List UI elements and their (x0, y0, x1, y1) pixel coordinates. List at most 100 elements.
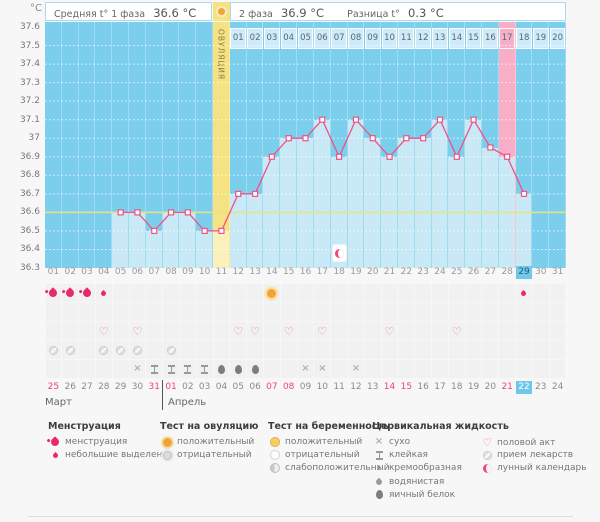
cervical-cell-day-31[interactable] (549, 360, 566, 378)
data-point-day-12[interactable] (235, 190, 242, 197)
intercourse-cell-day-16[interactable] (297, 322, 314, 340)
intercourse-cell-day-01[interactable] (45, 322, 62, 340)
data-point-day-07[interactable] (151, 227, 158, 235)
menstruation-cell-day-06[interactable] (129, 284, 146, 302)
day-label-30[interactable]: 30 (535, 267, 547, 277)
medication-cell-day-03[interactable] (79, 341, 95, 359)
cervical-cell-day-07[interactable] (146, 360, 163, 378)
day-label-10[interactable]: 10 (198, 267, 211, 277)
chart-column-day-31[interactable] (549, 22, 566, 268)
data-point-day-05[interactable] (117, 209, 124, 216)
pregnancy_test-cell-day-05[interactable] (112, 303, 129, 321)
medication-cell-day-29[interactable] (516, 341, 532, 359)
cervical-cell-day-10[interactable] (196, 360, 213, 378)
pregnancy_test-cell-day-22[interactable] (398, 303, 415, 321)
medication-cell-day-22[interactable] (398, 341, 415, 359)
medication-cell-day-18[interactable] (331, 341, 347, 359)
intercourse-cell-day-06[interactable]: ♡ (129, 322, 146, 340)
chart-column-day-06[interactable] (129, 22, 146, 268)
intercourse-cell-day-08[interactable] (163, 322, 179, 340)
day-label-20[interactable]: 20 (366, 267, 379, 277)
medication-cell-day-13[interactable] (247, 341, 263, 359)
day-label-07[interactable]: 07 (148, 267, 160, 277)
menstruation-cell-day-09[interactable] (179, 284, 196, 302)
data-point-day-18[interactable] (336, 153, 343, 160)
data-point-day-09[interactable] (184, 209, 191, 216)
pregnancy_test-cell-day-01[interactable] (45, 303, 62, 321)
pregnancy_test-cell-day-19[interactable] (348, 303, 364, 321)
intercourse-cell-day-09[interactable] (179, 322, 196, 340)
intercourse-cell-day-23[interactable] (415, 322, 432, 340)
pregnancy_test-cell-day-03[interactable] (79, 303, 95, 321)
intercourse-cell-day-11[interactable] (213, 322, 230, 340)
menstruation-cell-day-26[interactable] (465, 284, 482, 302)
menstruation-cell-day-24[interactable] (432, 284, 448, 302)
cervical-cell-day-13[interactable] (247, 360, 263, 378)
day-label-21[interactable]: 21 (383, 267, 396, 277)
medication-cell-day-21[interactable] (381, 341, 398, 359)
pregnancy_test-cell-day-24[interactable] (432, 303, 448, 321)
intercourse-cell-day-05[interactable] (112, 322, 129, 340)
chart-column-day-02[interactable] (61, 22, 79, 268)
medication-cell-day-02[interactable] (62, 341, 79, 359)
pregnancy_test-cell-day-17[interactable] (314, 303, 331, 321)
data-point-day-06[interactable] (134, 209, 141, 216)
menstruation-cell-day-16[interactable] (297, 284, 314, 302)
medication-cell-day-09[interactable] (179, 341, 196, 359)
cervical-cell-day-25[interactable] (448, 360, 465, 378)
cervical-cell-day-22[interactable] (398, 360, 415, 378)
medication-cell-day-27[interactable] (482, 341, 499, 359)
medication-cell-day-11[interactable] (213, 341, 230, 359)
cervical-cell-day-28[interactable] (499, 360, 516, 378)
chart-column-day-16[interactable] (297, 22, 314, 268)
menstruation-cell-day-28[interactable] (499, 284, 516, 302)
intercourse-cell-day-22[interactable] (398, 322, 415, 340)
intercourse-cell-day-31[interactable] (549, 322, 566, 340)
data-point-day-17[interactable] (319, 116, 326, 123)
cervical-cell-day-01[interactable] (45, 360, 62, 378)
day-label-29[interactable]: 29 (515, 266, 533, 279)
pregnancy_test-cell-day-30[interactable] (532, 303, 549, 321)
data-point-day-22[interactable] (403, 135, 410, 142)
cervical-cell-day-24[interactable] (432, 360, 448, 378)
day-label-11[interactable]: 11 (215, 267, 228, 277)
menstruation-cell-day-11[interactable] (213, 284, 230, 302)
menstruation-cell-day-12[interactable] (230, 284, 247, 302)
medication-cell-day-31[interactable] (549, 341, 566, 359)
menstruation-cell-day-15[interactable] (280, 284, 297, 302)
intercourse-cell-day-19[interactable] (348, 322, 364, 340)
chart-column-day-20[interactable] (364, 22, 382, 268)
intercourse-cell-day-21[interactable]: ♡ (381, 322, 398, 340)
day-label-05[interactable]: 05 (114, 267, 127, 277)
pregnancy_test-cell-day-08[interactable] (163, 303, 179, 321)
day-label-14[interactable]: 14 (266, 267, 278, 277)
data-point-day-20[interactable] (369, 135, 376, 142)
menstruation-cell-day-10[interactable] (196, 284, 213, 302)
data-point-day-28[interactable] (504, 153, 511, 160)
cervical-cell-day-20[interactable] (364, 360, 381, 378)
intercourse-cell-day-18[interactable] (331, 322, 347, 340)
day-label-22[interactable]: 22 (400, 267, 413, 277)
cervical-cell-day-16[interactable]: × (297, 360, 314, 378)
pregnancy_test-cell-day-21[interactable] (381, 303, 398, 321)
pregnancy_test-cell-day-10[interactable] (196, 303, 213, 321)
data-point-day-13[interactable] (251, 190, 259, 197)
cervical-cell-day-23[interactable] (415, 360, 432, 378)
day-label-01[interactable]: 01 (47, 267, 60, 277)
intercourse-cell-day-24[interactable] (432, 322, 448, 340)
chart-column-day-09[interactable] (179, 22, 197, 268)
menstruation-cell-day-05[interactable] (112, 284, 129, 302)
medication-cell-day-04[interactable] (95, 341, 112, 359)
pregnancy_test-cell-day-25[interactable] (448, 303, 465, 321)
cervical-cell-day-17[interactable]: × (314, 360, 331, 378)
cervical-cell-day-18[interactable] (331, 360, 347, 378)
cervical-cell-day-02[interactable] (62, 360, 79, 378)
menstruation-cell-day-23[interactable] (415, 284, 432, 302)
menstruation-cell-day-18[interactable] (331, 284, 347, 302)
intercourse-cell-day-13[interactable]: ♡ (247, 322, 263, 340)
menstruation-cell-day-04[interactable] (95, 284, 112, 302)
cervical-cell-day-30[interactable] (532, 360, 549, 378)
intercourse-cell-day-02[interactable] (62, 322, 79, 340)
cervical-cell-day-11[interactable] (213, 360, 230, 378)
day-label-23[interactable]: 23 (417, 267, 429, 277)
